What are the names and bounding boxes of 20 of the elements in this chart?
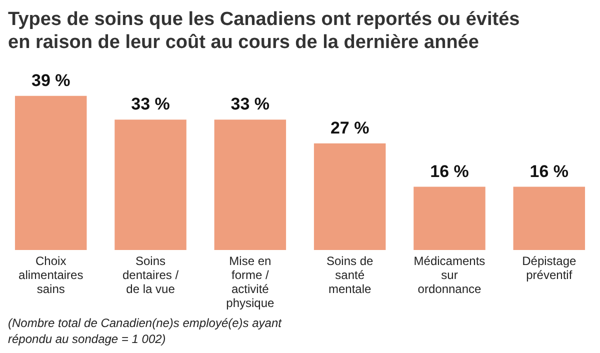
bar (214, 120, 286, 250)
x-tick-label: Mise en forme / activité physique (226, 254, 275, 310)
data-label: 39 % (31, 70, 70, 90)
bar (314, 143, 386, 250)
data-label: 27 % (330, 118, 370, 138)
data-label: 33 % (230, 94, 270, 114)
x-tick-label: Soins dentaires / de la vue (122, 254, 180, 296)
text: (Nombre total de Canadien(ne)s employé(e)s ayant répondu au sondage = 1 002) (8, 316, 282, 346)
x-tick-label: Dépistage préventif (522, 254, 576, 282)
bar (14, 96, 87, 250)
data-label: 16 % (530, 162, 569, 181)
data-label: 33 % (131, 94, 170, 114)
bar (513, 186, 586, 250)
data-label: 16 % (430, 162, 469, 181)
x-tick-label: Médicaments sur ordonnance (414, 254, 486, 296)
chart-title: Types de soins que les Canadiens ont reportés ou évités en raison de leur coût au cours de la dernière année (8, 9, 520, 53)
x-tick-label: Soins de santé mentale (326, 254, 374, 296)
x-tick-label: Choix alimentaires sains (18, 254, 84, 296)
bar (414, 186, 486, 250)
bar (114, 120, 186, 250)
